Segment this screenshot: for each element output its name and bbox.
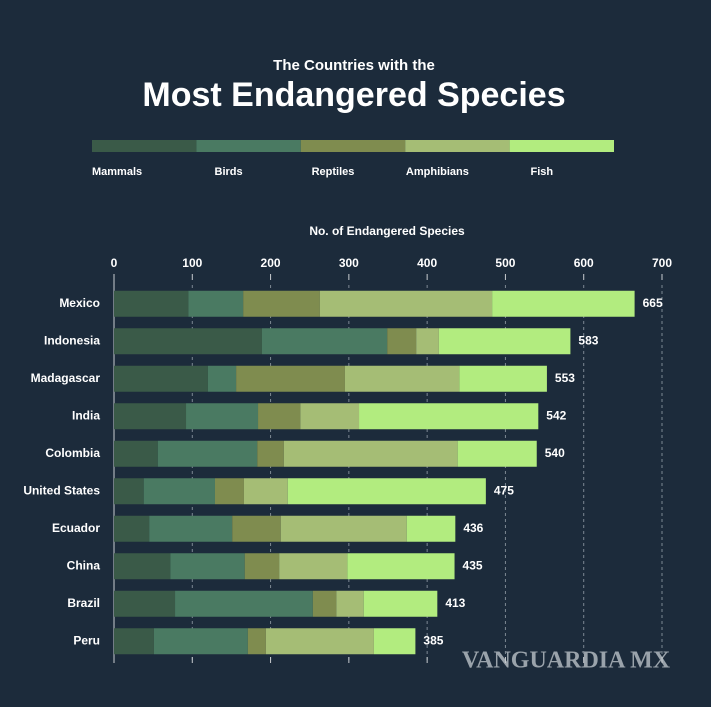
bar-segment bbox=[114, 478, 144, 505]
bar-segment bbox=[336, 590, 364, 617]
bar-segment bbox=[319, 290, 493, 317]
total-label: 553 bbox=[555, 371, 575, 385]
bar-segment bbox=[247, 628, 266, 655]
bar-segment bbox=[279, 553, 348, 580]
total-label: 475 bbox=[494, 483, 514, 497]
watermark: VANGUARDIA MX bbox=[462, 648, 671, 674]
bar-segment bbox=[153, 628, 248, 655]
bar-segment bbox=[387, 328, 417, 355]
legend-swatch bbox=[405, 140, 510, 152]
bar-segment bbox=[207, 365, 237, 392]
bar-segment bbox=[243, 290, 320, 317]
total-label: 540 bbox=[545, 446, 565, 460]
bar-segment bbox=[261, 328, 388, 355]
bar-segment bbox=[114, 290, 189, 317]
legend-label: Birds bbox=[215, 166, 243, 178]
bar-segment bbox=[114, 628, 154, 655]
x-tick-label: 0 bbox=[111, 256, 118, 270]
x-tick-label: 500 bbox=[495, 256, 515, 270]
chart-subtitle: Most Endangered Species bbox=[142, 76, 565, 114]
bar-segment bbox=[243, 478, 288, 505]
bar-segment bbox=[157, 440, 258, 467]
x-tick-label: 600 bbox=[574, 256, 594, 270]
bar-segment bbox=[416, 328, 439, 355]
legend-swatch bbox=[196, 140, 301, 152]
legend-swatch bbox=[509, 140, 614, 152]
bar-segment bbox=[347, 553, 455, 580]
y-tick-label: Mexico bbox=[59, 296, 100, 310]
bar-segment bbox=[188, 290, 244, 317]
bar-segment bbox=[373, 628, 416, 655]
bar-segment bbox=[363, 590, 438, 617]
bar-segment bbox=[114, 328, 262, 355]
bar-segment bbox=[114, 440, 158, 467]
bar-segment bbox=[175, 590, 313, 617]
bar-segment bbox=[186, 403, 259, 430]
bar-segment bbox=[214, 478, 244, 505]
bar-segment bbox=[143, 478, 215, 505]
bar-segment bbox=[170, 553, 245, 580]
y-tick-label: Indonesia bbox=[44, 333, 100, 347]
bar-segment bbox=[114, 403, 187, 430]
y-tick-label: Brazil bbox=[67, 596, 100, 610]
x-tick-label: 400 bbox=[417, 256, 437, 270]
bar-segment bbox=[300, 403, 360, 430]
bar-segment bbox=[457, 440, 537, 467]
total-label: 436 bbox=[463, 521, 483, 535]
x-tick-label: 200 bbox=[261, 256, 281, 270]
legend-swatch bbox=[92, 140, 197, 152]
bar-segment bbox=[114, 515, 150, 542]
total-label: 542 bbox=[546, 408, 566, 422]
y-tick-label: Peru bbox=[73, 633, 100, 647]
legend-swatch bbox=[300, 140, 406, 152]
x-tick-label: 100 bbox=[182, 256, 202, 270]
bar-segment bbox=[236, 365, 345, 392]
legend-label: Reptiles bbox=[312, 166, 355, 178]
bar-segment bbox=[438, 328, 571, 355]
bar-segment bbox=[406, 515, 456, 542]
bar-segment bbox=[257, 440, 284, 467]
y-tick-label: Colombia bbox=[45, 446, 100, 460]
legend-label: Mammals bbox=[92, 166, 142, 178]
x-tick-label: 300 bbox=[339, 256, 359, 270]
bar-segment bbox=[287, 478, 486, 505]
bar-segment bbox=[258, 403, 301, 430]
bar-segment bbox=[114, 553, 171, 580]
total-label: 665 bbox=[643, 296, 663, 310]
y-tick-label: China bbox=[67, 558, 101, 572]
bar-segment bbox=[265, 628, 374, 655]
bar-segment bbox=[283, 440, 458, 467]
y-tick-label: United States bbox=[23, 483, 100, 497]
legend-label: Fish bbox=[530, 166, 553, 178]
bar-segment bbox=[312, 590, 337, 617]
bar-segment bbox=[149, 515, 233, 542]
bar-segment bbox=[459, 365, 547, 392]
y-tick-label: Madagascar bbox=[31, 371, 101, 385]
x-tick-label: 700 bbox=[652, 256, 672, 270]
bar-segment bbox=[114, 365, 208, 392]
total-label: 385 bbox=[423, 633, 443, 647]
x-axis-title: No. of Endangered Species bbox=[309, 224, 465, 238]
legend-label: Amphibians bbox=[406, 166, 469, 178]
bar-segment bbox=[344, 365, 460, 392]
y-tick-label: Ecuador bbox=[52, 521, 100, 535]
y-tick-label: India bbox=[72, 408, 100, 422]
total-label: 413 bbox=[445, 596, 465, 610]
total-label: 435 bbox=[463, 558, 483, 572]
bar-segment bbox=[244, 553, 280, 580]
bar-segment bbox=[280, 515, 407, 542]
total-label: 583 bbox=[578, 333, 598, 347]
bar-segment bbox=[114, 590, 176, 617]
bar-segment bbox=[492, 290, 635, 317]
bar-segment bbox=[232, 515, 281, 542]
chart-title: The Countries with the bbox=[273, 57, 435, 74]
bar-segment bbox=[359, 403, 539, 430]
